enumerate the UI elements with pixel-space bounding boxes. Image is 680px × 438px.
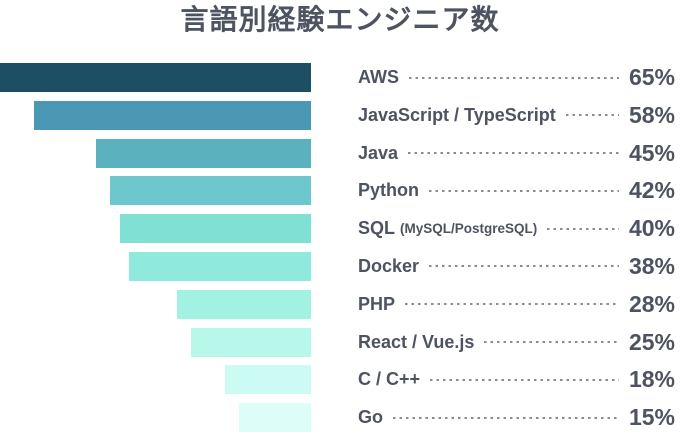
value-percent: 28% (628, 290, 675, 317)
chart-row: SQL (MySQL/PostgreSQL) 40% (0, 214, 680, 244)
row-label-group: Docker 38% (358, 252, 675, 281)
category-label: AWS (358, 67, 400, 87)
value-percent: 65% (628, 64, 675, 90)
value-percent: 15% (628, 404, 675, 431)
value-bar (191, 327, 311, 357)
category-label: React / Vue.js (358, 331, 475, 352)
value-bar (33, 100, 311, 130)
chart-row: Docker 38% (0, 251, 680, 281)
category-label: Docker (358, 255, 420, 276)
value-bar (239, 403, 311, 433)
value-percent: 58% (628, 101, 675, 128)
value-bar (110, 176, 311, 206)
dotted-leader-line (565, 114, 619, 117)
category-label: C / C++ (358, 369, 421, 390)
category-label: SQL (358, 218, 396, 239)
value-percent: 18% (628, 366, 675, 393)
dotted-leader-line (429, 265, 619, 268)
value-bar (0, 63, 311, 92)
dotted-leader-line (408, 152, 619, 155)
value-percent: 42% (628, 177, 675, 204)
value-bar (119, 214, 311, 244)
chart-title: 言語別経験エンジニア数 (180, 4, 500, 35)
value-percent: 40% (628, 215, 675, 242)
dotted-leader-line (409, 76, 619, 79)
chart-row: Java 45% (0, 138, 680, 168)
value-percent: 38% (628, 252, 675, 279)
row-label-group: C / C++ 18% (358, 365, 675, 394)
value-bar (224, 365, 311, 395)
bar-chart: AWS 65% JavaScript / TypeScript 58% Java 45% P… (0, 63, 680, 438)
row-label-group: AWS 65% (358, 63, 675, 92)
chart-row: Python 42% (0, 176, 680, 206)
row-label-group: Python 42% (358, 176, 675, 205)
category-label: Go (358, 407, 383, 428)
row-label-group: PHP 28% (358, 290, 675, 319)
chart-row: Go 15% (0, 403, 680, 433)
value-percent: 25% (628, 328, 675, 355)
row-label-group: Go 15% (358, 403, 675, 432)
row-label-group: SQL (MySQL/PostgreSQL) 40% (358, 214, 675, 243)
row-label-group: JavaScript / TypeScript 58% (358, 101, 675, 130)
row-label-group: React / Vue.js 25% (358, 328, 675, 357)
dotted-leader-line (547, 227, 619, 230)
category-label: PHP (358, 293, 396, 314)
chart-row: AWS 65% (0, 63, 680, 92)
dotted-leader-line (393, 416, 619, 419)
category-label: Java (358, 142, 399, 163)
category-label: JavaScript / TypeScript (358, 104, 556, 125)
row-label-group: Java 45% (358, 139, 675, 168)
value-bar (95, 138, 311, 168)
dotted-leader-line (429, 189, 619, 192)
chart-row: React / Vue.js 25% (0, 327, 680, 357)
chart-row: PHP 28% (0, 289, 680, 319)
category-label: Python (358, 180, 419, 201)
dotted-leader-line (405, 303, 619, 306)
dotted-leader-line (484, 341, 619, 344)
chart-row: JavaScript / TypeScript 58% (0, 100, 680, 130)
chart-row: C / C++ 18% (0, 365, 680, 395)
value-bar (177, 289, 311, 319)
category-sublabel: (MySQL/PostgreSQL) (400, 221, 538, 237)
value-percent: 45% (628, 139, 675, 166)
dotted-leader-line (430, 378, 619, 381)
value-bar (129, 251, 311, 281)
